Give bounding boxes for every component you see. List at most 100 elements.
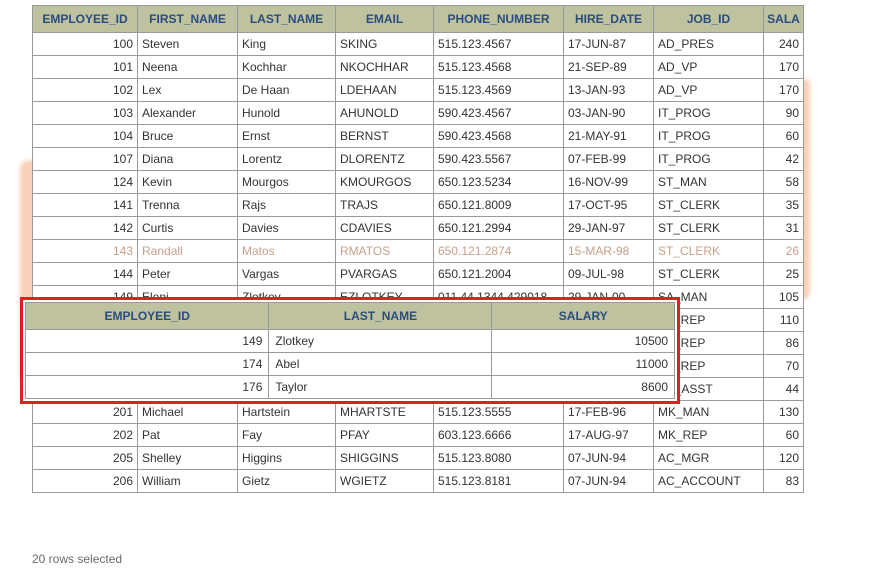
table-cell: AD_VP [654, 79, 764, 102]
table-row[interactable]: 144PeterVargasPVARGAS650.121.200409-JUL-… [33, 263, 804, 286]
table-cell: 130 [764, 401, 804, 424]
table-cell: 141 [33, 194, 138, 217]
col-header[interactable]: SALARY [492, 303, 675, 330]
table-row[interactable]: 149Zlotkey10500 [26, 330, 675, 353]
table-cell: 176 [26, 376, 269, 399]
table-row[interactable]: 141TrennaRajsTRAJS650.121.800917-OCT-95S… [33, 194, 804, 217]
table-cell: 105 [764, 286, 804, 309]
table-cell: IT_PROG [654, 148, 764, 171]
table-row[interactable]: 101NeenaKochharNKOCHHAR515.123.456821-SE… [33, 56, 804, 79]
table-cell: 650.121.8009 [434, 194, 564, 217]
table-cell: 107 [33, 148, 138, 171]
table-cell: 170 [764, 56, 804, 79]
col-header[interactable]: EMPLOYEE_ID [33, 6, 138, 33]
subquery-result-table: EMPLOYEE_IDLAST_NAMESALARY 149Zlotkey105… [25, 302, 675, 399]
table-cell: Curtis [138, 217, 238, 240]
col-header[interactable]: FIRST_NAME [138, 6, 238, 33]
col-header[interactable]: EMAIL [336, 6, 434, 33]
table-row[interactable]: 107DianaLorentzDLORENTZ590.423.556707-FE… [33, 148, 804, 171]
table-cell: 44 [764, 378, 804, 401]
col-header[interactable]: JOB_ID [654, 6, 764, 33]
table-cell: Kevin [138, 171, 238, 194]
table-cell: 104 [33, 125, 138, 148]
table-cell: 09-JUL-98 [564, 263, 654, 286]
table-cell: 86 [764, 332, 804, 355]
table-cell: Trenna [138, 194, 238, 217]
table-cell: 515.123.8080 [434, 447, 564, 470]
table-cell: 120 [764, 447, 804, 470]
table-row[interactable]: 104BruceErnstBERNST590.423.456821-MAY-91… [33, 125, 804, 148]
table-cell: AHUNOLD [336, 102, 434, 125]
table-cell: 03-JAN-90 [564, 102, 654, 125]
rows-selected-label: 20 rows selected [32, 552, 122, 566]
table-cell: De Haan [238, 79, 336, 102]
table-cell: 515.123.4569 [434, 79, 564, 102]
table-cell: 58 [764, 171, 804, 194]
table-cell: 149 [26, 330, 269, 353]
table-cell: 202 [33, 424, 138, 447]
table-cell: 07-JUN-94 [564, 470, 654, 493]
table-cell: Davies [238, 217, 336, 240]
table-cell: Diana [138, 148, 238, 171]
table-cell: Ernst [238, 125, 336, 148]
table-cell: 17-AUG-97 [564, 424, 654, 447]
table-cell: 07-JUN-94 [564, 447, 654, 470]
table-cell: 143 [33, 240, 138, 263]
table-cell: WGIETZ [336, 470, 434, 493]
table-row[interactable]: 143RandallMatosRMATOS650.121.287415-MAR-… [33, 240, 804, 263]
col-header[interactable]: SALA [764, 6, 804, 33]
table-cell: 07-FEB-99 [564, 148, 654, 171]
col-header[interactable]: PHONE_NUMBER [434, 6, 564, 33]
table-cell: Taylor [269, 376, 492, 399]
table-cell: Zlotkey [269, 330, 492, 353]
table-cell: 240 [764, 33, 804, 56]
table-cell: Lex [138, 79, 238, 102]
table-cell: ST_MAN [654, 171, 764, 194]
table-row[interactable]: 206WilliamGietzWGIETZ515.123.818107-JUN-… [33, 470, 804, 493]
table-cell: Peter [138, 263, 238, 286]
table-row[interactable]: 142CurtisDaviesCDAVIES650.121.299429-JAN… [33, 217, 804, 240]
table-cell: IT_PROG [654, 125, 764, 148]
table-cell: ST_CLERK [654, 240, 764, 263]
col-header[interactable]: LAST_NAME [238, 6, 336, 33]
employees-table-header-row: EMPLOYEE_IDFIRST_NAMELAST_NAMEEMAILPHONE… [33, 6, 804, 33]
table-row[interactable]: 174Abel11000 [26, 353, 675, 376]
table-cell: 144 [33, 263, 138, 286]
table-row[interactable]: 103AlexanderHunoldAHUNOLD590.423.456703-… [33, 102, 804, 125]
table-row[interactable]: 205ShelleyHigginsSHIGGINS515.123.808007-… [33, 447, 804, 470]
table-cell: 17-OCT-95 [564, 194, 654, 217]
table-cell: ST_CLERK [654, 194, 764, 217]
table-cell: 16-NOV-99 [564, 171, 654, 194]
table-cell: 590.423.4567 [434, 102, 564, 125]
table-cell: 205 [33, 447, 138, 470]
table-cell: 603.123.6666 [434, 424, 564, 447]
table-cell: Lorentz [238, 148, 336, 171]
col-header[interactable]: EMPLOYEE_ID [26, 303, 269, 330]
table-cell: 650.121.2994 [434, 217, 564, 240]
table-cell: PVARGAS [336, 263, 434, 286]
table-cell: 170 [764, 79, 804, 102]
table-cell: 650.121.2874 [434, 240, 564, 263]
col-header[interactable]: HIRE_DATE [564, 6, 654, 33]
table-row[interactable]: 202PatFayPFAY603.123.666617-AUG-97MK_REP… [33, 424, 804, 447]
table-cell: Bruce [138, 125, 238, 148]
table-cell: 17-JUN-87 [564, 33, 654, 56]
table-cell: 35 [764, 194, 804, 217]
table-cell: 25 [764, 263, 804, 286]
table-cell: Abel [269, 353, 492, 376]
table-cell: ST_CLERK [654, 263, 764, 286]
table-cell: 101 [33, 56, 138, 79]
table-cell: Pat [138, 424, 238, 447]
table-cell: ST_CLERK [654, 217, 764, 240]
table-cell: BERNST [336, 125, 434, 148]
table-cell: 650.123.5234 [434, 171, 564, 194]
table-cell: 590.423.4568 [434, 125, 564, 148]
table-cell: IT_PROG [654, 102, 764, 125]
table-row[interactable]: 124KevinMourgosKMOURGOS650.123.523416-NO… [33, 171, 804, 194]
col-header[interactable]: LAST_NAME [269, 303, 492, 330]
table-cell: 650.121.2004 [434, 263, 564, 286]
table-row[interactable]: 102LexDe HaanLDEHAAN515.123.456913-JAN-9… [33, 79, 804, 102]
table-row[interactable]: 176Taylor8600 [26, 376, 675, 399]
table-row[interactable]: 100StevenKingSKING515.123.456717-JUN-87A… [33, 33, 804, 56]
table-cell: 42 [764, 148, 804, 171]
